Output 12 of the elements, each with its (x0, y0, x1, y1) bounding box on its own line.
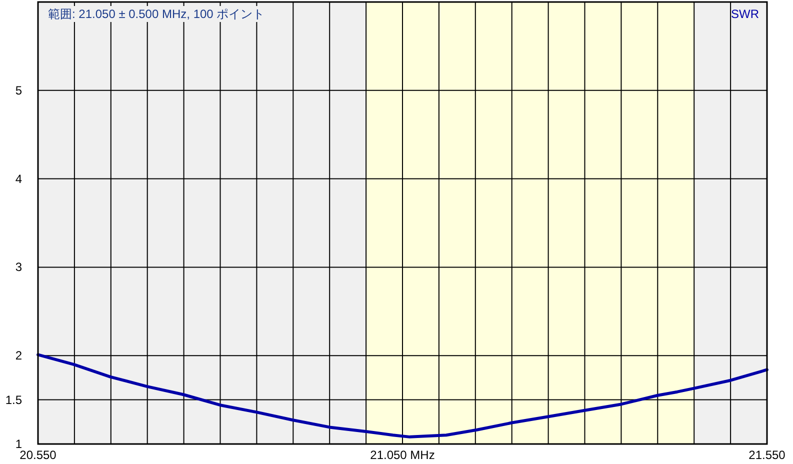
y-tick-label: 5 (15, 83, 22, 98)
text: SWR (731, 7, 760, 21)
x-tick-label: 21.550 (748, 448, 786, 462)
chart-title: 範囲: 21.050 ± 0.500 MHz, 100 ポイント (48, 7, 265, 21)
y-tick-label: 4 (15, 172, 22, 186)
x-tick-label: 20.550 (20, 448, 57, 462)
line-series (36, 353, 768, 438)
x-tick-label: 21.050 MHz (370, 448, 435, 462)
y-tick-label: 1.5 (5, 392, 22, 407)
y-tick-label: 1 (15, 437, 22, 451)
y-tick-label: 3 (15, 260, 22, 274)
y-tick-label: 2 (15, 348, 22, 363)
